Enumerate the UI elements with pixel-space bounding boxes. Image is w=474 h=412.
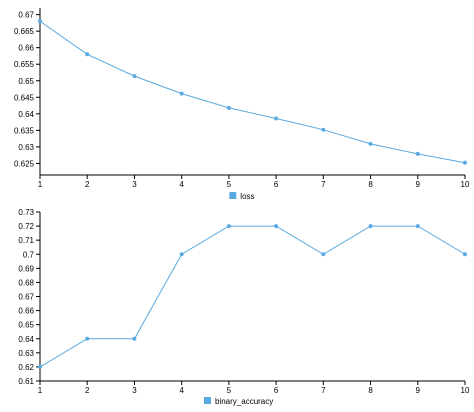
y-tick-label: 0.66 [18,44,34,53]
data-point[interactable] [132,336,137,341]
x-tick-label: 3 [132,386,137,395]
y-tick-label: 0.72 [18,222,34,231]
x-tick-label: 7 [321,386,326,395]
data-point[interactable] [226,224,231,229]
y-tick-label: 0.67 [18,293,34,302]
x-tick-label: 8 [368,386,373,395]
y-tick-label: 0.645 [14,93,35,102]
data-point[interactable] [321,252,326,257]
y-tick-label: 0.73 [18,208,34,217]
y-tick-label: 0.64 [18,110,34,119]
y-tick-label: 0.7 [23,250,35,259]
y-tick-label: 0.71 [18,236,34,245]
x-tick-label: 1 [38,180,43,189]
y-tick-label: 0.665 [14,27,35,36]
legend-swatch [229,192,237,199]
data-point[interactable] [226,105,231,110]
y-tick-label: 0.66 [18,307,34,316]
data-point[interactable] [463,160,467,165]
legend-label: binary_accuracy [215,397,273,406]
data-point[interactable] [321,127,326,132]
loss-chart: 0.625 0.63 0.635 0.64 0.645 0.65 0.655 0.66 0.66… [14,8,470,201]
x-tick-label: 8 [368,180,373,189]
y-tick-label: 0.64 [18,335,34,344]
x-tick-label: 10 [461,180,470,189]
series-line-loss [39,20,466,164]
y-tick-label: 0.625 [14,159,35,168]
y-tick-label: 0.63 [18,349,34,358]
y-tick-label: 0.68 [18,278,34,287]
y-tick-label: 0.67 [18,11,34,20]
data-point[interactable] [179,252,184,257]
data-point[interactable] [463,252,467,257]
data-point[interactable] [415,224,420,229]
data-point[interactable] [85,52,90,57]
x-tick-label: 5 [227,180,232,189]
y-tick-label: 0.63 [18,143,34,152]
data-point[interactable] [368,141,373,146]
legend-label: loss [240,192,254,201]
x-tick-label: 4 [179,386,184,395]
x-tick-label: 9 [416,180,421,189]
x-tick-label: 4 [179,180,184,189]
x-tick-label: 6 [274,386,279,395]
x-tick-label: 2 [85,180,90,189]
data-point[interactable] [38,19,42,24]
data-point[interactable] [132,74,137,79]
y-tick-label: 0.62 [18,363,34,372]
series-line-binary-accuracy [39,225,466,368]
data-point[interactable] [38,364,42,369]
data-point[interactable] [179,91,184,96]
y-tick-label: 0.635 [14,126,35,135]
y-tick-label: 0.65 [18,77,34,86]
y-tick-label: 0.655 [14,60,35,69]
x-tick-label: 1 [38,386,43,395]
data-point[interactable] [274,116,279,121]
data-point[interactable] [415,151,420,156]
y-tick-label: 0.61 [18,377,34,386]
binary-accuracy-chart: 0.61 0.62 0.63 0.64 0.65 0.66 0.67 0.68 0.69 0.7 0… [18,208,470,406]
legend-swatch [204,397,211,404]
y-tick-label: 0.65 [18,321,34,330]
x-tick-label: 5 [227,386,232,395]
data-point[interactable] [85,336,90,341]
x-tick-label: 9 [416,386,421,395]
y-tick-label: 0.69 [18,264,34,273]
x-tick-label: 6 [274,180,279,189]
data-point[interactable] [368,224,373,229]
data-point[interactable] [274,224,279,229]
x-tick-label: 2 [85,386,90,395]
x-tick-label: 10 [461,386,470,395]
x-tick-label: 7 [321,180,326,189]
x-tick-label: 3 [132,180,137,189]
